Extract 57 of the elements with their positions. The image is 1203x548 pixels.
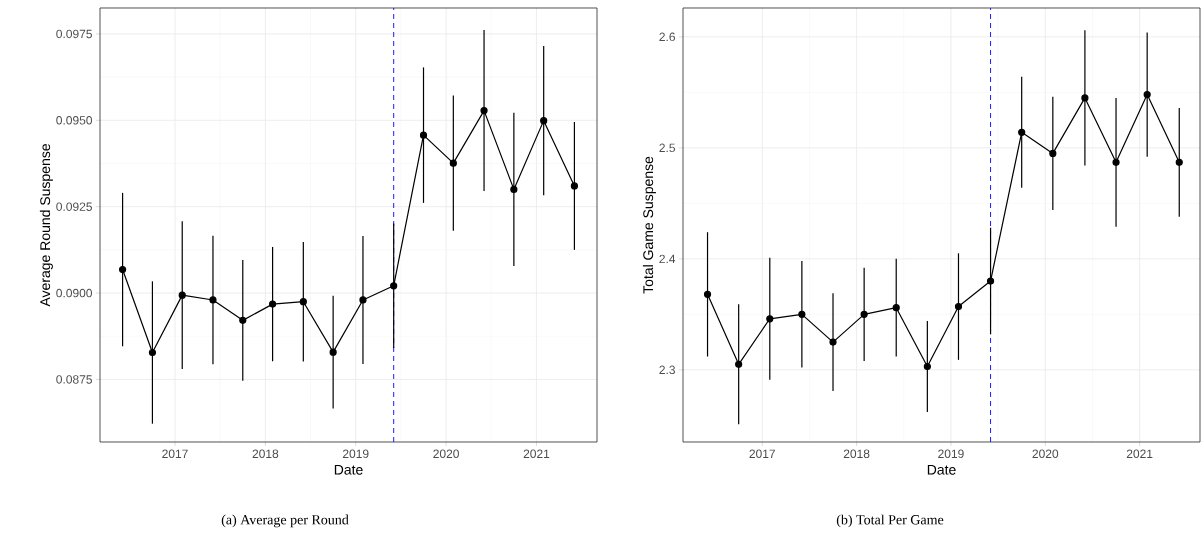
x-tick-label: 2020 <box>1032 449 1059 459</box>
point <box>892 304 900 312</box>
point <box>540 117 548 125</box>
x-tick-label: 2021 <box>1126 449 1153 459</box>
x-tick-label: 2017 <box>749 449 775 459</box>
x-tick-label: 2020 <box>433 449 459 459</box>
point <box>923 362 931 371</box>
point <box>1175 158 1183 166</box>
point <box>735 360 743 368</box>
x-tick-label: 2019 <box>342 449 369 459</box>
point <box>986 277 995 285</box>
x-tick-label: 2021 <box>523 449 550 459</box>
point <box>480 107 488 115</box>
point <box>1112 158 1120 166</box>
point <box>390 282 398 290</box>
point <box>239 316 247 324</box>
y-tick-label: 2.6 <box>659 32 675 42</box>
point <box>954 302 963 311</box>
text: (b) Total Per Game <box>836 514 944 528</box>
y-tick-label: 2.4 <box>659 254 676 264</box>
point <box>510 185 518 193</box>
y-tick-label: 0.0975 <box>56 29 92 39</box>
point <box>299 298 307 306</box>
point <box>329 348 337 356</box>
y-tick-label: 0.0900 <box>56 288 93 298</box>
x-axis-title: Date <box>927 464 956 475</box>
point <box>178 291 186 299</box>
x-tick-label: 2018 <box>843 449 870 459</box>
y-tick-label: 0.0925 <box>56 202 92 211</box>
y-tick-label: 2.5 <box>659 143 675 153</box>
y-tick-label: 0.0950 <box>56 116 93 125</box>
y-axis-title: Total Game Suspense <box>642 156 656 294</box>
x-tick-label: 2017 <box>162 449 188 459</box>
point <box>798 310 806 318</box>
point <box>570 182 579 190</box>
point <box>1018 128 1026 136</box>
point <box>269 300 277 308</box>
point <box>1049 149 1057 157</box>
point <box>419 131 428 139</box>
point <box>703 290 712 298</box>
point <box>209 296 217 304</box>
y-axis-title: Average Round Suspense <box>39 144 53 307</box>
text: (a) Average per Round <box>221 514 349 528</box>
point <box>148 348 157 357</box>
point <box>359 296 367 304</box>
point <box>119 265 127 274</box>
y-tick-label: 0.0875 <box>56 375 92 384</box>
x-axis-title: Date <box>334 464 363 475</box>
point <box>449 159 457 167</box>
x-tick-label: 2019 <box>938 449 964 459</box>
y-tick-label: 2.3 <box>659 365 675 375</box>
point <box>766 315 774 323</box>
x-tick-label: 2018 <box>252 449 279 459</box>
point <box>860 310 868 318</box>
point <box>829 338 837 346</box>
point <box>1081 94 1089 102</box>
point <box>1143 90 1151 99</box>
